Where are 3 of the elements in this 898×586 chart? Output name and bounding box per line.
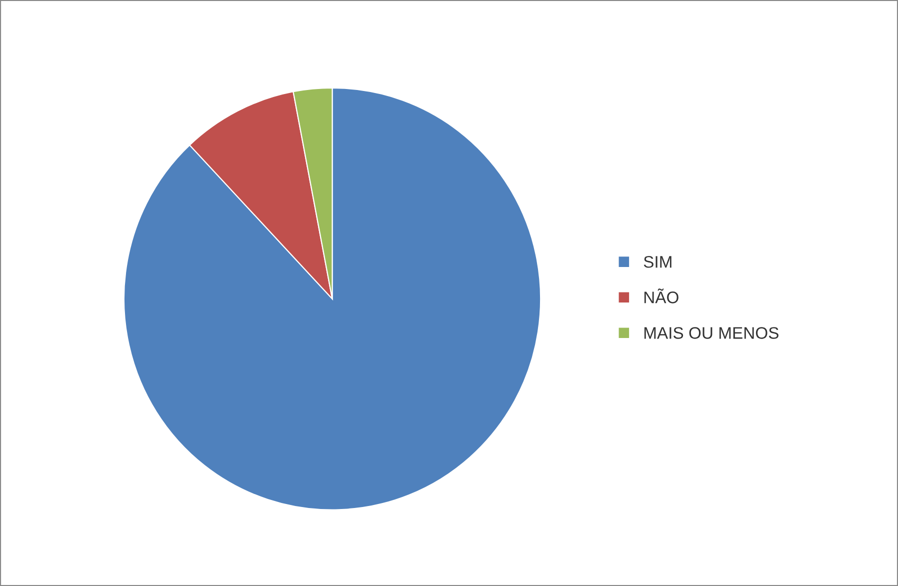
- legend-label: NÃO: [644, 288, 678, 304]
- legend-label: SIM: [644, 256, 672, 268]
- legend-label: MAIS OU MENOS: [644, 327, 778, 339]
